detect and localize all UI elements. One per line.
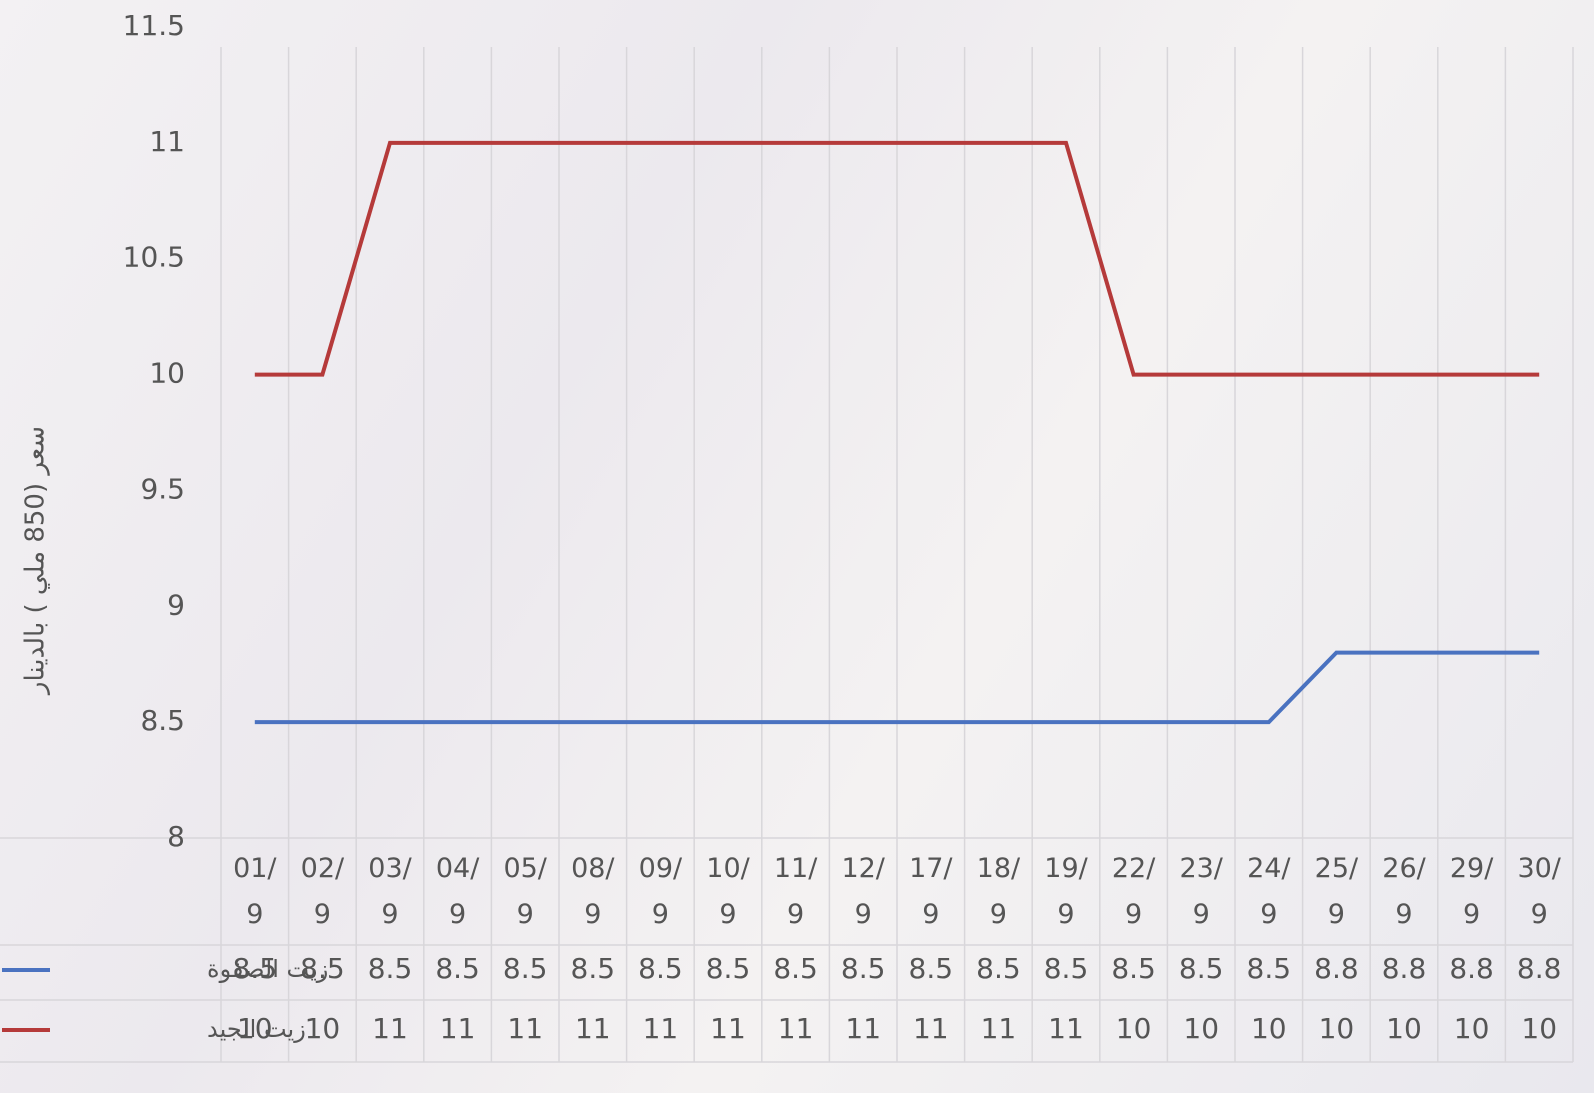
table-value: 11 bbox=[372, 1012, 408, 1045]
table-value: 8.5 bbox=[909, 952, 954, 985]
x-tick-label: 24/ 9 bbox=[1247, 853, 1291, 930]
table-value: 10 bbox=[237, 1012, 273, 1045]
table-value: 11 bbox=[710, 1012, 746, 1045]
series-line bbox=[254, 650, 1540, 725]
x-tick-label: 10/ 9 bbox=[706, 853, 750, 930]
table-value: 10 bbox=[1521, 1012, 1557, 1045]
table-value: 11 bbox=[913, 1012, 949, 1045]
table-value: 11 bbox=[1048, 1012, 1084, 1045]
y-tick-label: 9 bbox=[167, 588, 185, 621]
x-tick-label: 25/ 9 bbox=[1314, 853, 1359, 930]
table-value: 11 bbox=[643, 1012, 679, 1045]
x-tick-label: 08/ 9 bbox=[571, 853, 615, 930]
table-value: 11 bbox=[440, 1012, 476, 1045]
series-line bbox=[254, 140, 1540, 377]
x-tick-label: 04/ 9 bbox=[435, 853, 480, 930]
table-value: 10 bbox=[1183, 1012, 1219, 1045]
table-value: 11 bbox=[575, 1012, 611, 1045]
table-value: 8.5 bbox=[1111, 952, 1156, 985]
legend-label: زيت الجيد bbox=[207, 1015, 306, 1043]
table-value: 8.8 bbox=[1449, 952, 1494, 985]
x-tick-label: 02/ 9 bbox=[300, 853, 345, 930]
table-value: 8.5 bbox=[368, 952, 413, 985]
table-value: 8.8 bbox=[1314, 952, 1359, 985]
table-value: 8.5 bbox=[503, 952, 548, 985]
x-tick-label: 26/ 9 bbox=[1382, 853, 1426, 930]
table-value: 8.5 bbox=[1179, 952, 1224, 985]
table-value: 8.5 bbox=[706, 952, 751, 985]
table-value: 8.5 bbox=[976, 952, 1021, 985]
table-value: 10 bbox=[1116, 1012, 1152, 1045]
table-value: 8.5 bbox=[571, 952, 616, 985]
table-value: 8.5 bbox=[841, 952, 886, 985]
table-value: 8.5 bbox=[1247, 952, 1292, 985]
table-value: 8.5 bbox=[773, 952, 818, 985]
x-tick-label: 29/ 9 bbox=[1449, 853, 1494, 930]
table-value: 10 bbox=[1454, 1012, 1490, 1045]
x-tick-label: 03/ 9 bbox=[368, 853, 412, 930]
x-tick-label: 22/ 9 bbox=[1111, 853, 1156, 930]
x-tick-label: 19/ 9 bbox=[1044, 853, 1088, 930]
table-value: 8.5 bbox=[638, 952, 683, 985]
y-tick-label: 11.5 bbox=[123, 9, 185, 42]
y-tick-label: 8 bbox=[167, 820, 185, 853]
y-tick-label: 11 bbox=[149, 125, 185, 158]
x-tick-label: 30/ 9 bbox=[1517, 853, 1561, 930]
table-value: 8.5 bbox=[233, 952, 278, 985]
table-value: 8.8 bbox=[1517, 952, 1562, 985]
table-value: 10 bbox=[305, 1012, 341, 1045]
x-tick-label: 01/ 9 bbox=[233, 853, 277, 930]
y-tick-label: 10.5 bbox=[123, 241, 185, 274]
table-value: 10 bbox=[1386, 1012, 1422, 1045]
legend-label: زيت الصفوة bbox=[207, 955, 328, 983]
table-value: 11 bbox=[981, 1012, 1017, 1045]
table-value: 10 bbox=[1319, 1012, 1355, 1045]
table-value: 8.8 bbox=[1382, 952, 1427, 985]
table-value: 11 bbox=[507, 1012, 543, 1045]
table-value: 10 bbox=[1251, 1012, 1287, 1045]
table-value: 8.5 bbox=[435, 952, 480, 985]
table-value: 11 bbox=[845, 1012, 881, 1045]
table-value: 8.5 bbox=[300, 952, 345, 985]
x-tick-label: 18/ 9 bbox=[976, 853, 1021, 930]
table-value: 11 bbox=[778, 1012, 814, 1045]
table-value: 8.5 bbox=[1044, 952, 1089, 985]
x-tick-label: 05/ 9 bbox=[503, 853, 547, 930]
x-tick-label: 17/ 9 bbox=[909, 853, 953, 930]
x-tick-label: 12/ 9 bbox=[841, 853, 885, 930]
x-tick-label: 23/ 9 bbox=[1179, 853, 1223, 930]
y-tick-label: 9.5 bbox=[140, 472, 185, 505]
x-tick-label: 11/ 9 bbox=[773, 853, 818, 930]
x-tick-label: 09/ 9 bbox=[638, 853, 683, 930]
y-tick-label: 10 bbox=[149, 357, 185, 390]
y-tick-label: 8.5 bbox=[140, 704, 185, 737]
y-axis-label: سعر (850 ملي ) بالدينار bbox=[21, 426, 51, 696]
